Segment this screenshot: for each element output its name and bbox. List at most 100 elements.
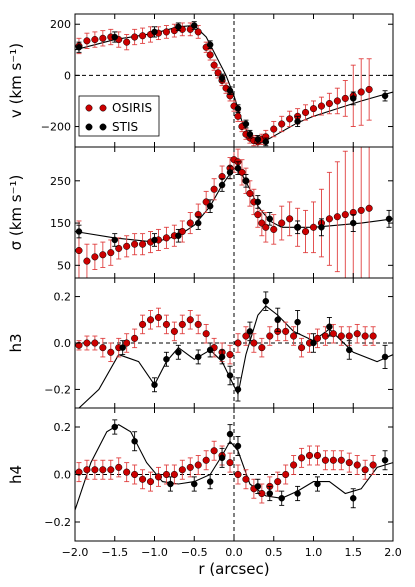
model-curve [78, 305, 393, 408]
panel-h4: −0.2 0.0 0.2 h4 −2.0 −1.5 −1.0 −0.5 0.0 0.5 1.0 1.5… [7, 407, 402, 578]
data-point-stis [151, 236, 158, 244]
data-point-osiris [329, 456, 337, 464]
data-point-stis [246, 130, 254, 138]
data-point-osiris [234, 470, 242, 479]
y-tick-label: 200 [50, 18, 71, 31]
data-point-stis [266, 215, 274, 223]
data-point-stis [226, 169, 234, 176]
data-point-osiris [107, 348, 115, 356]
data-point-stis [226, 430, 234, 438]
data-point-osiris [99, 466, 107, 474]
data-point-osiris [206, 51, 214, 59]
data-point-osiris [186, 463, 194, 471]
data-point-osiris [83, 37, 91, 45]
legend-label-osiris: OSIRIS [112, 101, 152, 115]
data-point-osiris [282, 327, 290, 335]
data-point-osiris [309, 105, 318, 113]
data-point-stis [254, 483, 262, 490]
data-point-osiris [131, 240, 139, 248]
data-point-osiris [313, 334, 322, 342]
data-point-stis [111, 236, 118, 244]
data-point-osiris [146, 478, 155, 486]
data-point-stis [75, 44, 83, 51]
data-point-osiris [242, 332, 250, 340]
data-point-osiris [317, 102, 326, 110]
series-stis [111, 419, 389, 509]
data-point-osiris [139, 240, 147, 248]
data-point-stis [131, 438, 138, 445]
data-point-stis [151, 381, 158, 389]
data-point-stis [234, 386, 242, 393]
data-point-osiris [313, 451, 322, 460]
data-point-osiris [178, 320, 186, 328]
data-point-osiris [99, 251, 107, 259]
data-point-osiris [91, 466, 99, 474]
data-point-osiris [302, 108, 310, 117]
data-point-stis [266, 490, 274, 497]
data-point-osiris [298, 454, 306, 462]
data-point-osiris [357, 88, 365, 96]
legend: OSIRIS STIS [78, 95, 160, 137]
data-point-osiris [139, 32, 147, 40]
data-point-stis [206, 202, 214, 210]
data-point-osiris [270, 125, 278, 133]
x-tick-label: −1.0 [141, 546, 168, 559]
data-point-osiris [123, 339, 131, 347]
plot-area-h4 [75, 408, 393, 541]
data-point-stis [218, 454, 226, 462]
data-point-stis [206, 346, 214, 354]
legend-box [78, 95, 160, 137]
data-point-osiris [202, 330, 210, 338]
data-point-stis [194, 353, 202, 361]
legend-marker [85, 104, 93, 112]
series-osiris [75, 307, 377, 365]
data-point-osiris [154, 473, 163, 481]
data-point-stis [274, 316, 281, 324]
data-point-osiris [302, 227, 310, 236]
data-point-stis [234, 442, 242, 450]
data-point-osiris [238, 168, 246, 176]
x-tick-label: −1.5 [101, 546, 128, 559]
data-point-osiris [194, 461, 202, 469]
data-point-osiris [139, 320, 147, 328]
x-tick-label: 0.5 [265, 546, 283, 559]
y-tick-label: 50 [57, 259, 71, 272]
x-tick-label: 0.0 [225, 546, 243, 559]
data-point-stis [175, 349, 182, 356]
data-point-osiris [325, 215, 333, 223]
data-point-osiris [91, 339, 99, 347]
data-point-osiris [361, 466, 369, 474]
data-point-stis [218, 181, 226, 189]
data-point-osiris [242, 475, 250, 483]
data-point-stis [194, 219, 202, 227]
data-point-stis [163, 356, 170, 363]
data-point-stis [75, 228, 83, 235]
data-point-osiris [178, 466, 186, 474]
data-point-osiris [162, 320, 170, 328]
data-point-stis [246, 328, 254, 335]
data-point-stis [191, 22, 198, 29]
data-point-osiris [162, 470, 170, 479]
data-point-osiris [274, 478, 282, 486]
panel-dispersion: 50 150 250 σ (km s⁻¹) [7, 146, 394, 279]
data-point-osiris [91, 36, 99, 44]
data-point-osiris [83, 339, 91, 347]
data-point-osiris [333, 97, 341, 105]
data-point-osiris [353, 330, 361, 338]
data-point-osiris [337, 456, 345, 464]
y-tick-label: −0.2 [44, 516, 71, 529]
y-tick-label: 0 [64, 69, 71, 82]
data-point-osiris [226, 351, 234, 359]
panel-velocity: −200 0 200 v (km s⁻¹) OSIRIS STIS [7, 13, 394, 148]
data-point-osiris [278, 219, 286, 227]
data-point-stis [254, 136, 262, 143]
data-point-osiris [361, 332, 369, 340]
data-point-osiris [286, 215, 294, 223]
data-point-osiris [321, 456, 329, 464]
plot-area-dispersion [75, 147, 393, 278]
data-point-osiris [226, 459, 234, 467]
data-point-osiris [333, 213, 341, 221]
data-point-osiris [345, 459, 353, 467]
x-tick-label: 2.0 [384, 546, 402, 559]
data-point-stis [218, 74, 226, 82]
